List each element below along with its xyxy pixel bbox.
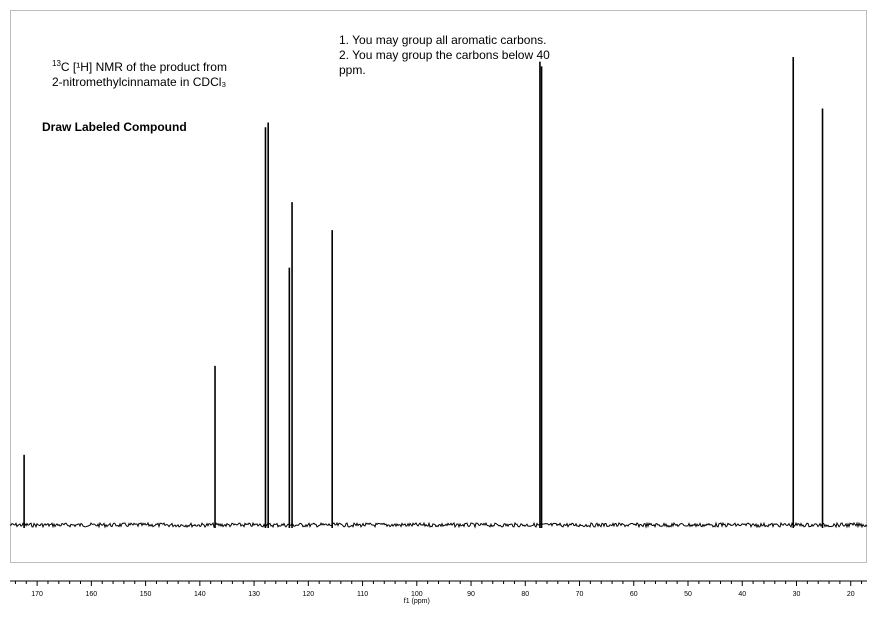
x-axis-label: f1 (ppm) [404,598,430,605]
isotope-superscript: 13 [52,59,61,68]
task-heading: Draw Labeled Compound [42,120,187,134]
baseline-noise [9,521,868,529]
x-tick-label: 80 [521,591,529,598]
x-tick-label: 60 [630,591,638,598]
x-tick-label: 50 [684,591,692,598]
sample-title-text: C [¹H] NMR of the product from [60,60,227,74]
x-tick-label: 20 [847,591,855,598]
x-tick-label: 170 [31,591,43,598]
instruction-2: 2. You may group the carbons below 40 [339,48,550,62]
x-tick-label: 130 [248,591,260,598]
x-tick-label: 70 [576,591,584,598]
x-tick-label: 110 [357,591,368,598]
instruction-1: 1. You may group all aromatic carbons. [339,33,547,47]
x-tick-label: 120 [302,591,314,598]
sample-solvent: 2-nitromethylcinnamate in CDCl₃ [52,75,227,89]
x-tick-label: 100 [411,591,423,598]
x-axis: 170 160 150 140 130 120 110 100 90 80 70 60 50 40 30 20… [10,580,867,605]
x-tick-label: 90 [467,591,475,598]
x-tick-label: 160 [86,591,98,598]
sample-description: 13C [¹H] NMR of the product from 2-nitro… [52,56,227,90]
x-tick-label: 30 [793,591,801,598]
instructions: 1. You may group all aromatic carbons. 2… [339,33,550,78]
sample-title: 13C [¹H] NMR of the product from [52,56,227,75]
x-tick-label: 40 [738,591,746,598]
baseline-noise-group [9,521,868,529]
plot-frame [10,10,867,563]
x-tick-label: 150 [140,591,152,598]
x-tick-label: 140 [194,591,206,598]
instruction-3: ppm. [339,63,366,77]
peaks-group [23,57,824,528]
